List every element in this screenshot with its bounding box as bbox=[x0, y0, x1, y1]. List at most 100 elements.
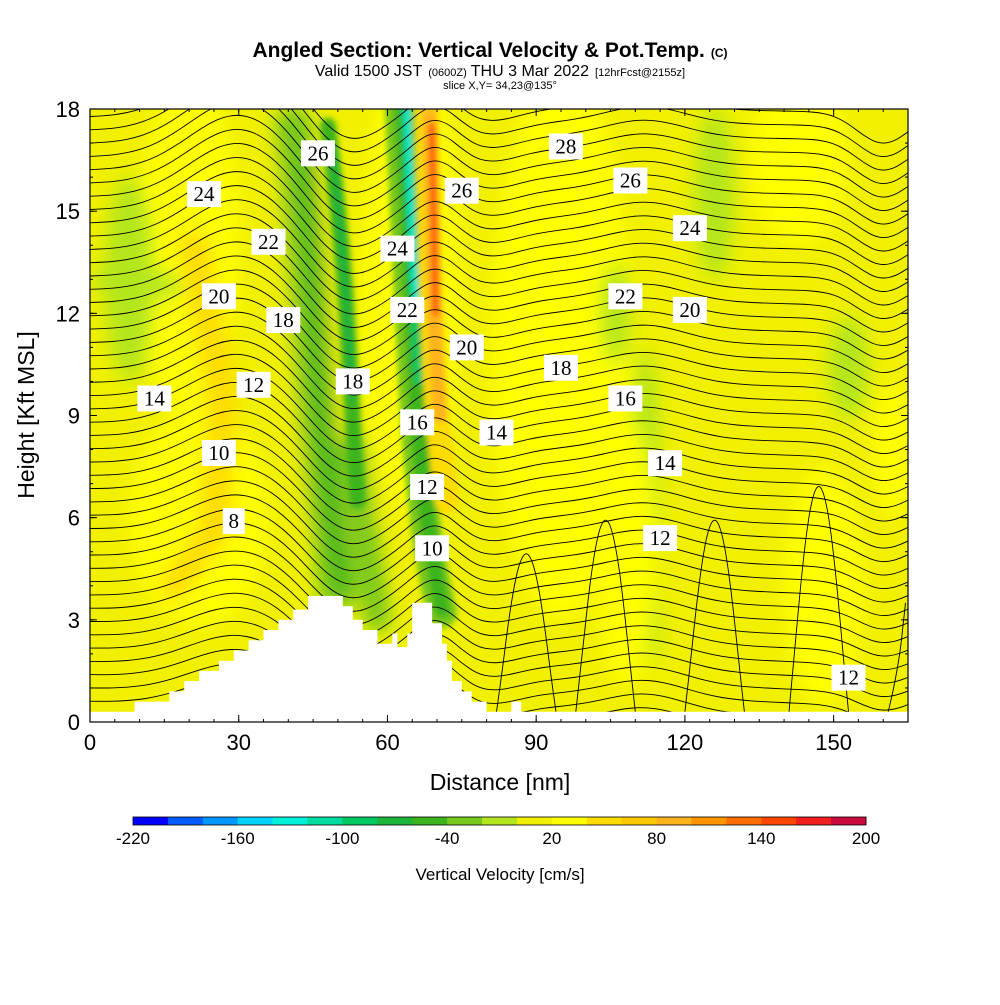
colorbar-tick-label: -100 bbox=[325, 829, 359, 848]
colorbar-swatch bbox=[167, 817, 204, 825]
contour-label: 26 bbox=[444, 177, 479, 204]
contour-label-text: 22 bbox=[615, 284, 636, 308]
chart-title: Angled Section: Vertical Velocity & Pot.… bbox=[252, 39, 727, 62]
contour-label-box bbox=[251, 228, 286, 255]
contour-label-text: 20 bbox=[456, 335, 477, 359]
velocity-blob bbox=[749, 109, 849, 246]
contour-label-text: 28 bbox=[555, 135, 576, 159]
contour-label-text: 26 bbox=[620, 169, 641, 193]
contour-label-box bbox=[672, 296, 707, 323]
contour-label-text: 26 bbox=[451, 179, 472, 203]
contour-label-text: 14 bbox=[144, 387, 166, 411]
contour-label: 24 bbox=[187, 181, 221, 208]
contour-label-text: 18 bbox=[551, 356, 572, 380]
colorbar-swatch bbox=[831, 817, 867, 825]
isentrope-line bbox=[90, 269, 908, 360]
contour-label: 28 bbox=[548, 133, 583, 160]
isentrope-line bbox=[90, 109, 908, 184]
contour-label-box bbox=[831, 664, 866, 691]
contour-label-text: 8 bbox=[229, 509, 240, 533]
contour-label-text: 20 bbox=[679, 298, 700, 322]
colorbar-tick-label: -160 bbox=[221, 829, 255, 848]
chart-valid-line: Valid 1500 JST (0600Z) THU 3 Mar 2022 [12hr… bbox=[315, 63, 685, 80]
contour-label-box bbox=[415, 535, 450, 562]
x-axis: 0 30 60 90 120 150 bbox=[84, 109, 909, 755]
isentrope-line bbox=[90, 157, 908, 252]
isentrope-line bbox=[90, 171, 908, 265]
colorbar-tick-label: 80 bbox=[647, 829, 666, 848]
isentrope-line bbox=[90, 213, 908, 306]
contour-label-text: 16 bbox=[407, 410, 428, 434]
contour-label: 20 bbox=[672, 296, 707, 323]
contour-label-box bbox=[613, 167, 648, 194]
contour-label: 18 bbox=[544, 354, 578, 381]
contour-label-box bbox=[266, 307, 301, 334]
isentrope-line bbox=[90, 606, 908, 684]
colorbar-swatch bbox=[133, 817, 169, 825]
colorbar-swatch bbox=[377, 817, 413, 825]
y-tick-label: 12 bbox=[56, 301, 80, 326]
colorbar-title: Vertical Velocity [cm/s] bbox=[415, 865, 584, 884]
contour-label-box bbox=[444, 177, 479, 204]
contour-label-box bbox=[137, 385, 172, 412]
isentrope-line bbox=[90, 143, 908, 238]
contour-label-text: 24 bbox=[194, 182, 216, 206]
y-tick-label: 3 bbox=[68, 608, 80, 633]
colorbar-swatch bbox=[412, 817, 448, 825]
contour-label-box bbox=[672, 215, 707, 242]
contour-label: 20 bbox=[201, 283, 236, 310]
colorbar-swatch bbox=[761, 817, 797, 825]
isentrope-line bbox=[90, 353, 908, 441]
contour-label-box bbox=[544, 354, 578, 381]
chart-slice-line: slice X,Y= 34,23@135° bbox=[443, 80, 557, 92]
isentrope-line bbox=[496, 553, 557, 712]
x-tick-label: 150 bbox=[815, 730, 852, 755]
y-tick-label: 9 bbox=[68, 404, 80, 429]
isentrope-line bbox=[90, 109, 908, 171]
isentrope-line bbox=[90, 620, 908, 698]
isentrope-line bbox=[90, 114, 908, 211]
contour-label: 20 bbox=[449, 334, 484, 361]
contour-label-box bbox=[236, 371, 271, 398]
velocity-blob bbox=[694, 109, 735, 280]
colorbar-frame bbox=[132, 816, 867, 826]
contour-label-text: 24 bbox=[679, 216, 701, 240]
contour-label: 18 bbox=[266, 307, 301, 334]
contour-label-box bbox=[201, 283, 236, 310]
contour-label: 10 bbox=[201, 440, 236, 466]
isentrope-line bbox=[90, 564, 908, 643]
x-tick-label: 60 bbox=[375, 730, 399, 755]
isentrope-line bbox=[90, 550, 908, 630]
velocity-band bbox=[92, 267, 182, 299]
x-tick-label: 90 bbox=[524, 730, 548, 755]
isentrope-line bbox=[90, 241, 908, 333]
isentrope-line bbox=[90, 396, 908, 482]
velocity-core bbox=[320, 109, 459, 628]
isentrope-line bbox=[887, 602, 906, 712]
colorbar-swatch bbox=[551, 817, 588, 825]
isentrope-line bbox=[90, 311, 908, 401]
contour-label-text: 10 bbox=[208, 441, 229, 465]
contour-label-text: 10 bbox=[422, 536, 443, 560]
contour-label-text: 16 bbox=[615, 387, 636, 411]
colorbar-swatch bbox=[272, 817, 309, 825]
colorbar: -220 -160 -100 -40 20 80 140 200 bbox=[116, 816, 880, 848]
velocity-band bbox=[300, 152, 351, 594]
isentrope-line bbox=[90, 339, 908, 428]
contour-label-text: 12 bbox=[243, 373, 264, 397]
x-tick-label: 30 bbox=[226, 730, 250, 755]
contour-label-box bbox=[608, 283, 643, 310]
isentrope-line bbox=[90, 648, 908, 722]
isentrope-line bbox=[90, 634, 908, 711]
contour-label: 12 bbox=[831, 664, 866, 691]
isentrope-line bbox=[90, 109, 908, 198]
velocity-blob bbox=[828, 316, 869, 419]
contour-label: 16 bbox=[400, 409, 435, 436]
contour-label: 14 bbox=[648, 450, 683, 477]
contour-label: 12 bbox=[643, 525, 678, 552]
isentrope-line bbox=[90, 578, 908, 657]
y-axis-label: Height [Kft MSL] bbox=[13, 331, 39, 498]
isentrope-line bbox=[90, 109, 908, 157]
x-axis-label: Distance [nm] bbox=[430, 769, 571, 795]
